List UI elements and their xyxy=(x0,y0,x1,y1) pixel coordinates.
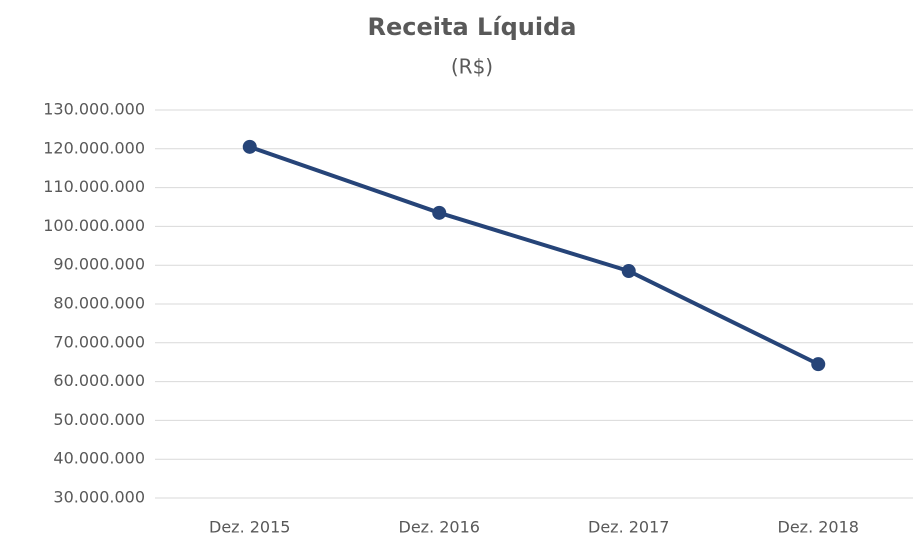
y-tick-label: 80.000.000 xyxy=(53,294,145,313)
data-point xyxy=(621,264,636,279)
y-tick-label: 120.000.000 xyxy=(43,138,145,157)
x-tick-label: Dez. 2018 xyxy=(778,518,859,537)
y-tick-label: 110.000.000 xyxy=(43,177,145,196)
y-tick-label: 90.000.000 xyxy=(53,255,145,274)
y-tick-label: 70.000.000 xyxy=(53,332,145,351)
y-tick-label: 50.000.000 xyxy=(53,410,145,429)
y-tick-label: 100.000.000 xyxy=(43,216,145,235)
x-tick-label: Dez. 2015 xyxy=(209,518,290,537)
data-point xyxy=(811,357,826,372)
chart-subtitle: (R$) xyxy=(451,55,493,79)
y-tick-label: 60.000.000 xyxy=(53,371,145,390)
x-tick-label: Dez. 2016 xyxy=(399,518,480,537)
data-point xyxy=(242,139,257,154)
y-tick-label: 130.000.000 xyxy=(43,100,145,119)
y-tick-label: 30.000.000 xyxy=(53,488,145,507)
x-tick-label: Dez. 2017 xyxy=(588,518,669,537)
chart-title: Receita Líquida xyxy=(368,13,577,41)
data-point xyxy=(432,205,447,220)
series-line xyxy=(249,144,820,366)
y-tick-label: 40.000.000 xyxy=(53,449,145,468)
